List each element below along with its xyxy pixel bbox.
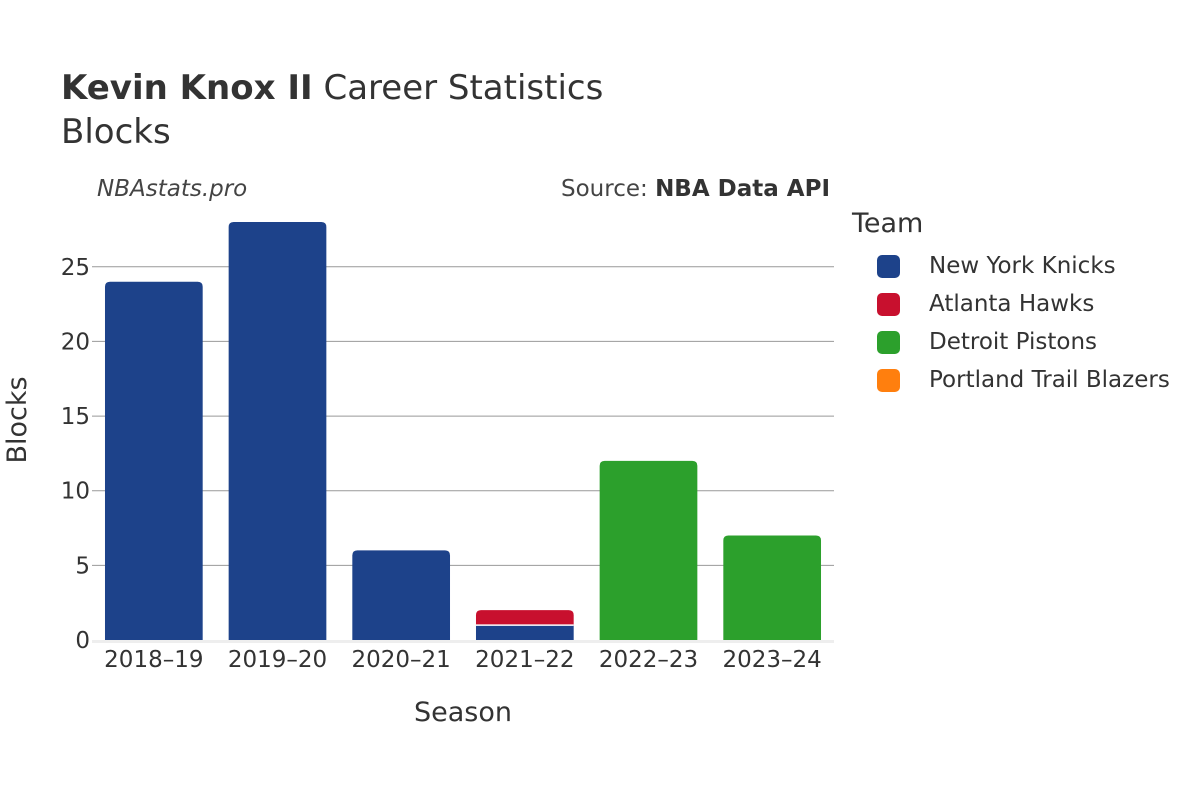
bar-2020–21-new-york-knicks[interactable] bbox=[352, 550, 451, 640]
bars bbox=[104, 222, 822, 641]
bar-2022–23-detroit-pistons[interactable] bbox=[599, 460, 698, 640]
legend-swatch bbox=[877, 254, 900, 278]
y-tick-label: 20 bbox=[61, 329, 90, 355]
legend-item[interactable]: Atlanta Hawks bbox=[852, 285, 1170, 323]
legend-item[interactable]: Portland Trail Blazers bbox=[852, 361, 1170, 399]
bar-2019–20-new-york-knicks[interactable] bbox=[228, 222, 327, 640]
y-axis-title: Blocks bbox=[2, 376, 33, 463]
x-tick-label: 2023–24 bbox=[723, 647, 822, 673]
title-player-name: Kevin Knox II bbox=[61, 68, 313, 108]
axes: 0 5 10 15 20 25 2018–19 2019–20 2020–21 2021–22 20… bbox=[61, 255, 834, 673]
source-prefix: Source: bbox=[561, 176, 656, 202]
legend-swatch bbox=[877, 330, 900, 354]
y-tick-label: 5 bbox=[75, 553, 90, 579]
legend-label: Detroit Pistons bbox=[929, 329, 1098, 355]
x-tick-label: 2020–21 bbox=[352, 647, 451, 673]
bar-2023–24-detroit-pistons[interactable] bbox=[723, 535, 822, 641]
legend-item[interactable]: New York Knicks bbox=[852, 247, 1170, 285]
legend-label: New York Knicks bbox=[929, 253, 1116, 279]
legend-title: Team bbox=[852, 208, 924, 239]
legend-item[interactable]: Detroit Pistons bbox=[852, 323, 1170, 361]
legend-swatch bbox=[877, 368, 900, 392]
legend-label: Atlanta Hawks bbox=[929, 291, 1095, 317]
y-tick-label: 15 bbox=[61, 404, 90, 430]
title-text: Career Statistics bbox=[323, 68, 604, 108]
source-credit: Source: NBA Data API bbox=[561, 176, 830, 202]
x-axis-title: Season bbox=[414, 697, 512, 728]
legend-label: Portland Trail Blazers bbox=[929, 367, 1170, 393]
legend-swatch bbox=[877, 292, 900, 316]
chart-subtitle: Blocks bbox=[61, 112, 171, 152]
x-tick-label: 2018–19 bbox=[104, 647, 203, 673]
x-tick-label: 2021–22 bbox=[475, 647, 574, 673]
bar-2021–22-atlanta-hawks[interactable] bbox=[475, 610, 574, 626]
legend: Team New York Knicks Atlanta Hawks Detroit… bbox=[852, 208, 1170, 399]
watermark: NBAstats.pro bbox=[97, 176, 248, 202]
y-tick-label: 0 bbox=[75, 628, 90, 654]
y-tick-label: 25 bbox=[61, 255, 90, 281]
x-tick-label: 2019–20 bbox=[228, 647, 327, 673]
y-tick-label: 10 bbox=[61, 479, 90, 505]
chart-title: Kevin Knox II Career Statistics Blocks bbox=[61, 66, 603, 154]
bar-2021–22-new-york-knicks[interactable] bbox=[475, 625, 574, 640]
x-tick-label: 2022–23 bbox=[599, 647, 698, 673]
bar-2018–19-new-york-knicks[interactable] bbox=[104, 281, 203, 640]
source-name: NBA Data API bbox=[655, 176, 830, 202]
grid-lines bbox=[92, 266, 834, 566]
